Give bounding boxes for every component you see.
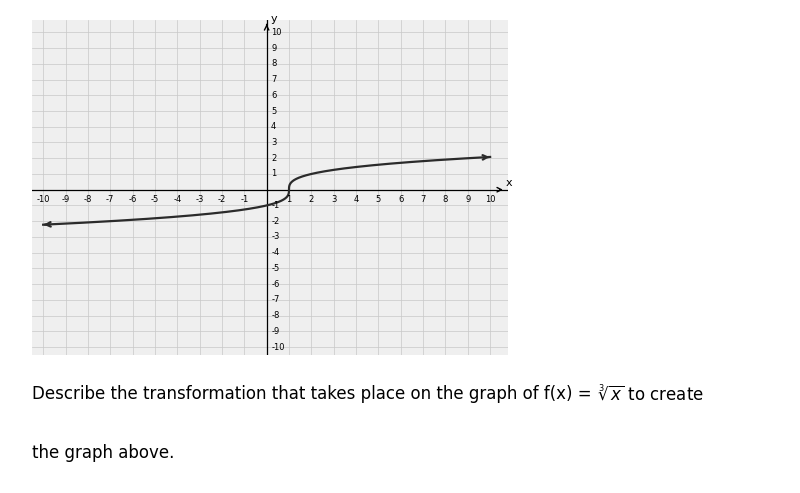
Text: 6: 6 — [398, 195, 403, 204]
Text: -10: -10 — [37, 195, 50, 204]
Text: 5: 5 — [376, 195, 381, 204]
Text: 4: 4 — [271, 122, 276, 131]
Text: -7: -7 — [106, 195, 114, 204]
Text: -9: -9 — [271, 327, 279, 336]
Text: the graph above.: the graph above. — [32, 444, 174, 462]
Text: 4: 4 — [354, 195, 358, 204]
Text: 1: 1 — [271, 170, 276, 178]
Text: -3: -3 — [271, 232, 279, 242]
Text: 9: 9 — [271, 43, 276, 53]
Text: -6: -6 — [128, 195, 137, 204]
Text: -1: -1 — [240, 195, 249, 204]
Text: 9: 9 — [465, 195, 470, 204]
Text: -8: -8 — [84, 195, 92, 204]
Text: -2: -2 — [218, 195, 226, 204]
Text: 10: 10 — [271, 28, 282, 37]
Text: 8: 8 — [442, 195, 448, 204]
Text: x: x — [506, 178, 513, 188]
Text: -10: -10 — [271, 343, 285, 352]
Text: -4: -4 — [173, 195, 182, 204]
Text: 5: 5 — [271, 106, 276, 115]
Text: 2: 2 — [271, 154, 276, 163]
Text: 7: 7 — [271, 75, 277, 84]
Text: 6: 6 — [271, 91, 277, 100]
Text: 3: 3 — [331, 195, 336, 204]
Text: -6: -6 — [271, 280, 279, 288]
Text: -7: -7 — [271, 295, 279, 304]
Text: 10: 10 — [485, 195, 495, 204]
Text: 8: 8 — [271, 59, 277, 69]
Text: $\sqrt[3]{x}$ to create: $\sqrt[3]{x}$ to create — [598, 385, 704, 404]
Text: -3: -3 — [195, 195, 204, 204]
Text: -5: -5 — [271, 264, 279, 273]
Text: 3: 3 — [271, 138, 277, 147]
Text: Describe the transformation that takes place on the graph of f(x) =: Describe the transformation that takes p… — [32, 385, 597, 403]
Text: 2: 2 — [309, 195, 314, 204]
Text: -8: -8 — [271, 311, 279, 320]
Text: 7: 7 — [420, 195, 426, 204]
Text: -2: -2 — [271, 217, 279, 226]
Text: y: y — [271, 14, 278, 24]
Text: -1: -1 — [271, 201, 279, 210]
Text: -5: -5 — [150, 195, 159, 204]
Text: -4: -4 — [271, 248, 279, 257]
Text: -9: -9 — [62, 195, 70, 204]
Text: 1: 1 — [286, 195, 292, 204]
